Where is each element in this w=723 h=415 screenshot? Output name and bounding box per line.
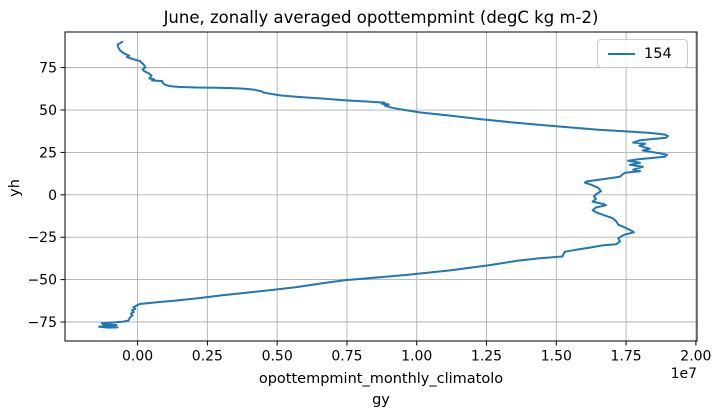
x-axis-offset-text: 1e7 [670, 366, 697, 382]
x-tick-label: 0.75 [331, 349, 362, 365]
data-series-line [98, 40, 669, 329]
y-axis-label: yh [7, 179, 23, 197]
y-tick-label: 0 [48, 188, 57, 204]
x-axis-label-line1: opottempmint_monthly_climatolo [258, 371, 504, 387]
x-tick-label: 1.75 [611, 349, 642, 365]
axes-spines [64, 31, 698, 342]
x-tick-label: 0.00 [122, 349, 153, 365]
x-tick-label: 0.50 [262, 349, 293, 365]
x-axis-label-line2: gy [372, 391, 390, 408]
x-tick-label: 0.25 [192, 349, 223, 365]
y-tick-label: 25 [39, 145, 57, 161]
y-tick-label: 75 [39, 61, 57, 77]
y-tick-label: −50 [27, 273, 57, 289]
x-tick-label: 1.25 [471, 349, 502, 365]
x-tick-label: 2.00 [680, 349, 711, 365]
x-tick-label: 1.50 [541, 349, 572, 365]
legend-entry-label: 154 [644, 45, 672, 62]
y-tick-label: 50 [39, 103, 57, 119]
y-tick-label: −75 [27, 315, 57, 331]
legend-line-sample [608, 52, 635, 55]
legend: 154 [597, 39, 688, 68]
x-tick-label: 1.00 [401, 349, 432, 365]
chart-title: June, zonally averaged opottempmint (deg… [163, 8, 599, 27]
y-tick-label: −25 [27, 230, 57, 246]
x-axis-label: opottempmint_monthly_climatolo gy [65, 369, 697, 410]
